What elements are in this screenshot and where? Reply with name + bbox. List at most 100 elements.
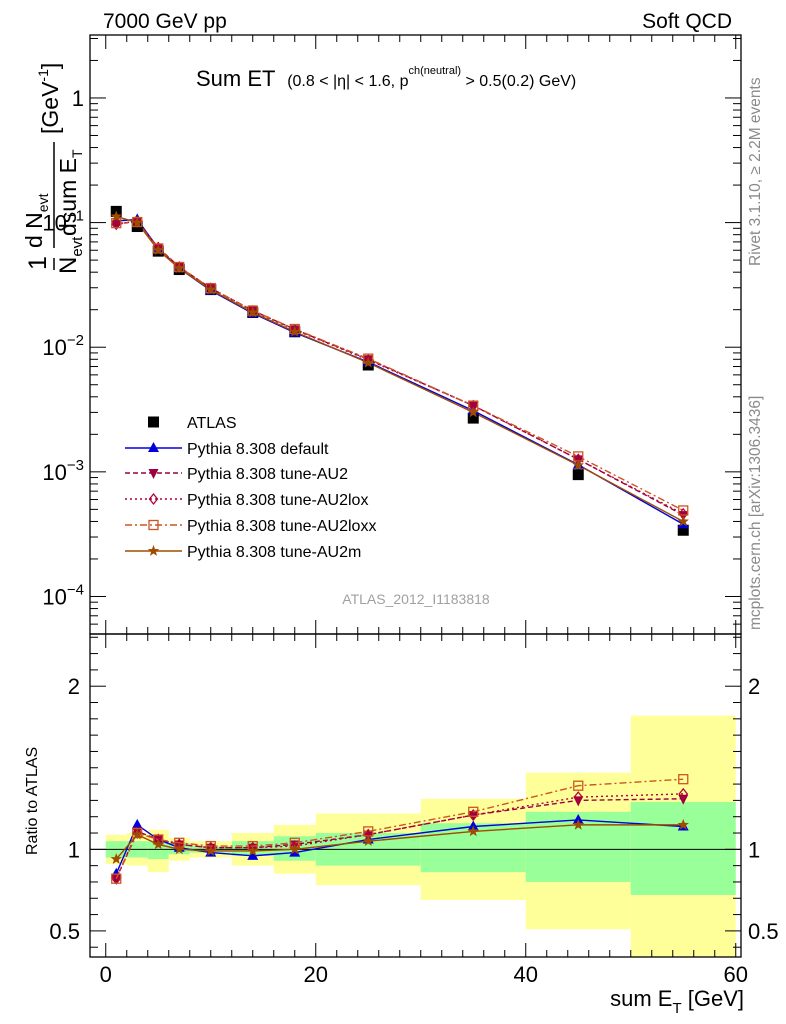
ratio-point-tune-au2m-5 xyxy=(247,844,259,856)
ratio-ylabel: Ratio to ATLAS xyxy=(24,747,41,855)
ratio-point-tune-au2m-8 xyxy=(467,825,479,837)
ylabel-unit-main: [GeV xyxy=(37,81,63,134)
main-point-tune-au2m-4 xyxy=(205,283,217,295)
legend-marker-tune-au2m xyxy=(147,545,160,556)
legend-label-default: Pythia 8.308 default xyxy=(187,441,329,458)
main-point-tune-au2m-10 xyxy=(677,515,689,527)
ratio-plot xyxy=(110,774,689,885)
legend-label-atlas: ATLAS xyxy=(187,415,237,432)
main-point-tune-au2loxx-10 xyxy=(678,505,689,516)
main-point-tune-au2m-5 xyxy=(247,306,259,318)
main-point-tune-au2lox-0 xyxy=(111,218,122,231)
xlabel: sum ET [GeV] xyxy=(610,986,744,1017)
ratio-ytick-label-right-2: 2 xyxy=(748,674,760,699)
xtick-label-60: 60 xyxy=(724,962,748,987)
main-point-tune-au2lox-5 xyxy=(247,305,258,318)
main-point-tune-au2loxx-5 xyxy=(247,305,258,316)
ratio-point-tune-au2lox-10 xyxy=(678,787,689,800)
ratio-point-tune-au2lox-8 xyxy=(468,809,479,822)
main-point-atlas-9 xyxy=(572,469,584,481)
ratio-point-tune-au2m-6 xyxy=(289,843,301,855)
plot-title-cut-sup: ch(neutral) xyxy=(408,65,461,77)
ratio-ytick-label-right-1: 1 xyxy=(748,837,760,862)
ylabel-num: d Nevt xyxy=(21,193,51,248)
header-left: 7000 GeV pp xyxy=(103,10,227,33)
main-point-tune-au2m-2 xyxy=(152,244,164,256)
plot-title-main: Sum ET xyxy=(196,66,275,91)
main-point-tune-au2m-9 xyxy=(572,459,584,471)
ratio-point-tune-au2loxx-8 xyxy=(468,806,479,817)
ylabel-den1-main: N xyxy=(55,257,82,274)
legend-marker-default xyxy=(148,442,159,452)
ylabel-den2-sub: T xyxy=(69,149,85,158)
ratio-point-default-1 xyxy=(131,818,143,829)
main-point-tune-au2m-7 xyxy=(362,356,374,368)
ylabel-num-main: d N xyxy=(21,212,47,248)
ylabel-den2: dsum ET xyxy=(55,149,85,236)
main-ylabel: 1 Nevt d Nevt dsum ET [GeV-1] xyxy=(21,63,86,274)
ylabel-unit-close: ] xyxy=(37,63,63,69)
legend-label-tune-au2: Pythia 8.308 tune-AU2 xyxy=(187,466,348,483)
main-point-tune-au2m-0 xyxy=(110,210,122,222)
legend: ATLAS Pythia 8.308 default Pythia 8.308 tu… xyxy=(125,415,376,561)
ratio-point-default-5 xyxy=(247,849,259,860)
ratio-point-tune-au2m-1 xyxy=(131,828,143,840)
main-point-tune-au2m-8 xyxy=(467,406,479,418)
ratio-point-tune-au2m-7 xyxy=(362,835,374,847)
xlabel-unit: [GeV] xyxy=(682,986,744,1011)
plot-title: Sum ET (0.8 < |η| < 1.6, pch(neutral) > … xyxy=(196,65,576,91)
analysis-id: ATLAS_2012_I1183818 xyxy=(342,591,490,607)
main-point-tune-au2m-1 xyxy=(131,216,143,228)
ytick-label-10-2: 10−2 xyxy=(42,332,84,360)
main-point-atlas-8 xyxy=(467,412,479,424)
legend-marker-tune-au2loxx xyxy=(148,519,159,531)
band-inner-10 xyxy=(630,802,736,896)
legend-label-tune-au2lox: Pythia 8.308 tune-AU2lox xyxy=(187,492,368,509)
ratio-point-tune-au2loxx-10 xyxy=(678,774,689,785)
axes: 0 20 40 60 10−4 10−3 10−2 10−1 1 0.5 0.5 1 1 2 2 xyxy=(42,34,779,987)
ylabel-num-sub: evt xyxy=(35,193,51,212)
ratio-ytick-label-left-2: 2 xyxy=(68,674,80,699)
ylabel-one: 1 xyxy=(24,256,52,270)
ratio-point-tune-au2m-10 xyxy=(677,818,689,830)
legend-label-tune-au2m: Pythia 8.308 tune-AU2m xyxy=(187,544,361,561)
main-point-tune-au2m-3 xyxy=(173,262,185,274)
main-point-tune-au2lox-6 xyxy=(289,323,300,336)
plot-title-cut-close: > 0.5(0.2) GeV) xyxy=(461,73,576,90)
ratio-point-tune-au2loxx-9 xyxy=(573,780,584,791)
mcplots-label: mcplots.cern.ch [arXiv:1306.3436] xyxy=(747,396,764,630)
legend-marker-tune-au2 xyxy=(148,469,159,479)
ratio-ytick-label-right-0.5: 0.5 xyxy=(748,919,779,944)
main-point-tune-au2m-6 xyxy=(289,325,301,337)
main-point-tune-au2lox-4 xyxy=(205,282,216,295)
main-plot xyxy=(110,205,689,536)
xtick-label-40: 40 xyxy=(514,962,538,987)
ytick-label-1: 1 xyxy=(72,86,84,111)
ratio-point-tune-au2lox-9 xyxy=(573,791,584,804)
xtick-label-0: 0 xyxy=(100,962,112,987)
ylabel-unit-sup: -1 xyxy=(35,69,51,82)
ylabel-den2-main: dsum E xyxy=(55,158,81,236)
xtick-label-20: 20 xyxy=(304,962,328,987)
ytick-label-10-1: 10−1 xyxy=(42,208,84,236)
ratio-line-tune-au2lox xyxy=(115,793,684,879)
ytick-label-10-3: 10−3 xyxy=(42,457,84,485)
legend-label-tune-au2loxx: Pythia 8.308 tune-AU2loxx xyxy=(187,518,376,535)
ratio-frame xyxy=(89,633,742,958)
ratio-point-tune-au2m-4 xyxy=(205,844,217,856)
plot-title-cut-open: (0.8 < |η| < 1.6, p xyxy=(287,73,408,90)
ratio-point-tune-au2m-0 xyxy=(110,853,122,864)
ylabel-den1: Nevt xyxy=(55,236,86,274)
ratio-point-tune-au2m-2 xyxy=(152,838,164,850)
legend-marker-atlas xyxy=(148,416,159,428)
ratio-point-tune-au2m-3 xyxy=(173,843,185,855)
xlabel-main: sum E xyxy=(610,986,672,1011)
main-point-atlas-10 xyxy=(677,524,689,536)
ratio-point-tune-au2loxx-0 xyxy=(111,873,122,884)
rivet-label: Rivet 3.1.10, ≥ 2.2M events xyxy=(747,77,764,266)
ylabel-den1-sub: evt xyxy=(69,236,86,257)
ylabel-unit: [GeV-1] xyxy=(35,63,63,134)
legend-marker-tune-au2lox xyxy=(148,492,159,506)
xlabel-sub: T xyxy=(672,1000,681,1017)
